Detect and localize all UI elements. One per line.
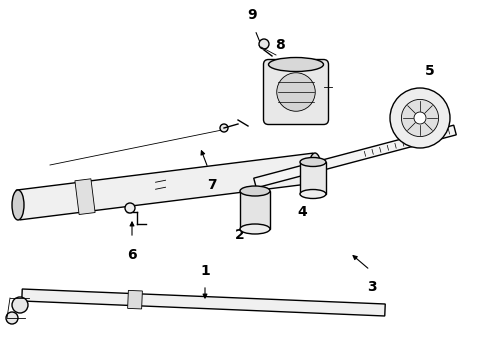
Ellipse shape <box>309 153 321 183</box>
Circle shape <box>125 203 135 213</box>
Circle shape <box>259 39 269 49</box>
Polygon shape <box>16 153 317 220</box>
Ellipse shape <box>300 189 326 198</box>
Circle shape <box>220 124 228 132</box>
Circle shape <box>414 112 426 124</box>
Text: 4: 4 <box>297 205 307 219</box>
Text: 9: 9 <box>247 8 257 22</box>
Text: 3: 3 <box>367 280 377 294</box>
Ellipse shape <box>12 190 24 220</box>
Circle shape <box>390 88 450 148</box>
FancyBboxPatch shape <box>264 59 328 125</box>
Text: 1: 1 <box>200 264 210 278</box>
Text: 5: 5 <box>425 64 435 78</box>
Circle shape <box>277 73 315 111</box>
Circle shape <box>401 99 439 136</box>
Circle shape <box>6 312 18 324</box>
Ellipse shape <box>300 158 326 166</box>
Text: 2: 2 <box>235 228 245 242</box>
Polygon shape <box>127 291 143 309</box>
Polygon shape <box>22 289 385 316</box>
Circle shape <box>12 297 28 313</box>
Ellipse shape <box>269 58 323 72</box>
Polygon shape <box>254 125 456 188</box>
Polygon shape <box>75 179 95 215</box>
Text: 6: 6 <box>127 248 137 262</box>
Text: 8: 8 <box>275 38 285 52</box>
Ellipse shape <box>240 186 270 196</box>
Bar <box>300 162 326 194</box>
Ellipse shape <box>240 224 270 234</box>
Text: 7: 7 <box>207 178 217 192</box>
Bar <box>240 191 270 229</box>
